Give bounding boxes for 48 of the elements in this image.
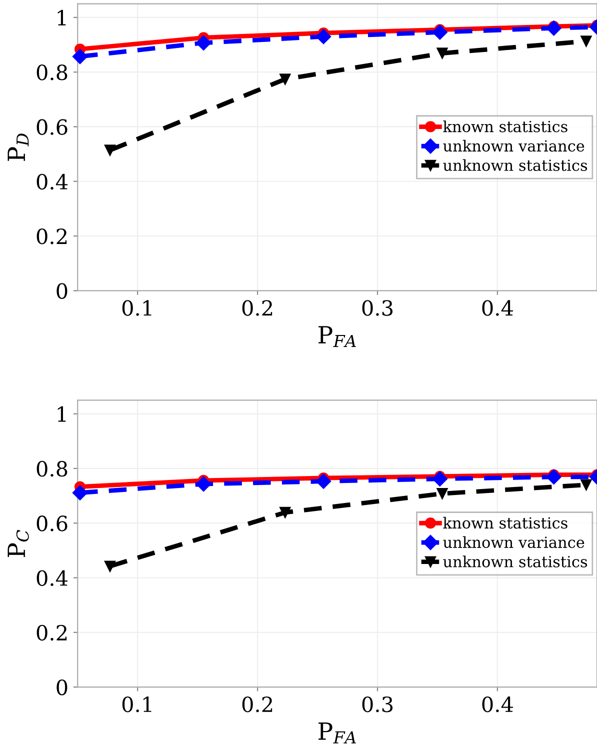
- point: [436, 488, 448, 500]
- point: [546, 20, 562, 36]
- point: [196, 35, 212, 50]
- point: [432, 471, 448, 486]
- y-tick-label: 0: [56, 680, 68, 696]
- point: [436, 48, 448, 59]
- x-tick-label: 0.2: [242, 696, 272, 712]
- point: [72, 485, 88, 500]
- y-tick-label: 0: [56, 283, 68, 299]
- y-tick-label: 0.4: [36, 174, 68, 190]
- point: [432, 24, 448, 40]
- point: [280, 74, 291, 85]
- y-axis-title: P$_{D}$: [8, 134, 29, 161]
- y-tick-label: 0.6: [36, 516, 68, 532]
- x-tick-label: 0.3: [362, 696, 393, 712]
- point: [280, 506, 291, 518]
- y-axis-title: P$_{C}$: [8, 530, 29, 558]
- y-tick-label: 0.8: [36, 460, 68, 477]
- x-tick-label: 0.4: [482, 300, 513, 316]
- x-tick-label: 0.2: [242, 300, 272, 316]
- point: [316, 28, 332, 44]
- point: [72, 48, 88, 64]
- point: [104, 144, 116, 156]
- y-tick-label: 1: [58, 10, 66, 26]
- x-axis-title: P$_{FA}$: [318, 722, 356, 744]
- point: [580, 479, 592, 490]
- point: [104, 560, 116, 572]
- x-tick-label: 0.1: [122, 696, 152, 712]
- legend-label: unknown statistics: [443, 159, 588, 172]
- point: [196, 476, 212, 492]
- legend-label: known statistics: [443, 516, 568, 529]
- x-tick-label: 0.3: [362, 300, 393, 316]
- y-tick-label: 0.2: [36, 228, 67, 244]
- legend-label: known statistics: [443, 120, 568, 132]
- x-axis-title: P$_{FA}$: [318, 326, 356, 348]
- y-tick-label: 0.2: [36, 624, 67, 641]
- point: [546, 469, 562, 484]
- y-tick-label: 0.6: [36, 119, 68, 135]
- y-tick-label: 1: [58, 406, 66, 422]
- legend-label: unknown statistics: [443, 556, 588, 568]
- x-tick-label: 0.4: [482, 696, 513, 712]
- point: [316, 474, 332, 489]
- legend-label: unknown variance: [443, 140, 584, 152]
- y-tick-label: 0.4: [36, 570, 68, 586]
- legend-label: unknown variance: [443, 536, 584, 548]
- point: [580, 36, 592, 47]
- x-tick-label: 0.1: [122, 300, 152, 316]
- y-tick-label: 0.8: [36, 64, 68, 80]
